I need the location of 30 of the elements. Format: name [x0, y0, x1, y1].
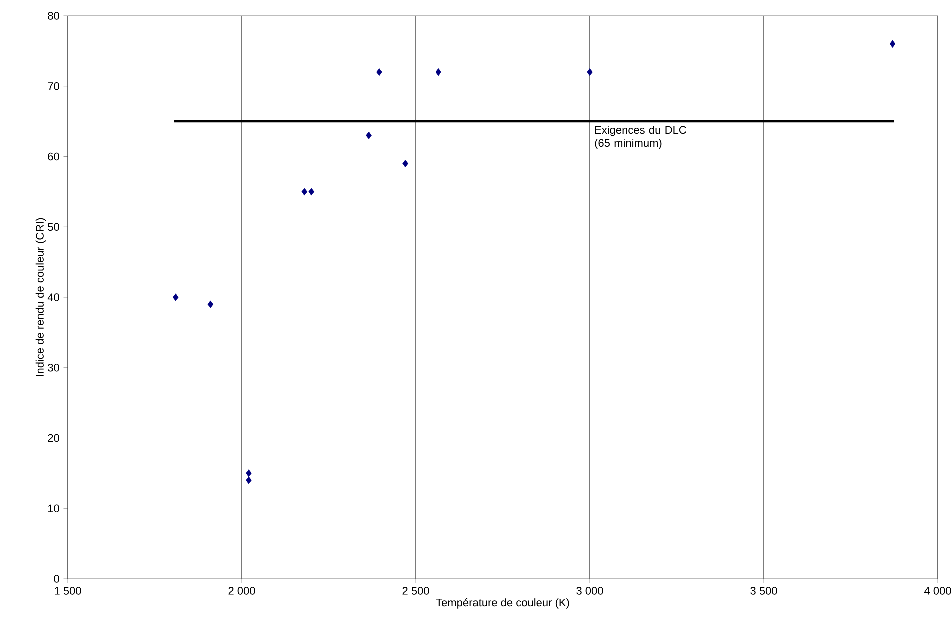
y-tick-label: 0: [54, 575, 60, 583]
y-tick-label: 80: [48, 12, 60, 20]
x-axis-title: Température de couleur (K): [436, 598, 570, 609]
point: [436, 68, 442, 76]
x-tick-label: 2 000: [228, 587, 256, 595]
y-tick-label: 30: [48, 364, 60, 372]
point: [308, 188, 314, 196]
point: [172, 294, 179, 302]
point: [402, 160, 408, 168]
point: [246, 476, 252, 484]
point: [366, 132, 372, 140]
x-tick-label: 1 500: [55, 587, 82, 595]
y-tick-label: 20: [48, 434, 60, 442]
y-tick-label: 10: [48, 504, 60, 513]
x-tick-label: 4 000: [924, 587, 952, 595]
point: [587, 68, 593, 76]
point: [208, 300, 214, 308]
y-tick-label: 60: [48, 152, 60, 161]
y-tick-label: 70: [48, 82, 60, 90]
x-tick-label: 2 500: [402, 587, 430, 595]
point: [890, 40, 896, 48]
point: [302, 188, 308, 196]
point: [376, 68, 382, 76]
y-axis-title: Indice de rendu de couleur (CRI): [36, 218, 46, 376]
point: [246, 470, 252, 478]
y-tick-label: 40: [48, 294, 60, 302]
annotation: Exigences du DLC (65 minimum): [595, 126, 686, 150]
x-tick-label: 3 500: [750, 587, 778, 595]
y-tick-label: 50: [48, 223, 60, 232]
x-tick-label: 3 000: [576, 587, 604, 595]
